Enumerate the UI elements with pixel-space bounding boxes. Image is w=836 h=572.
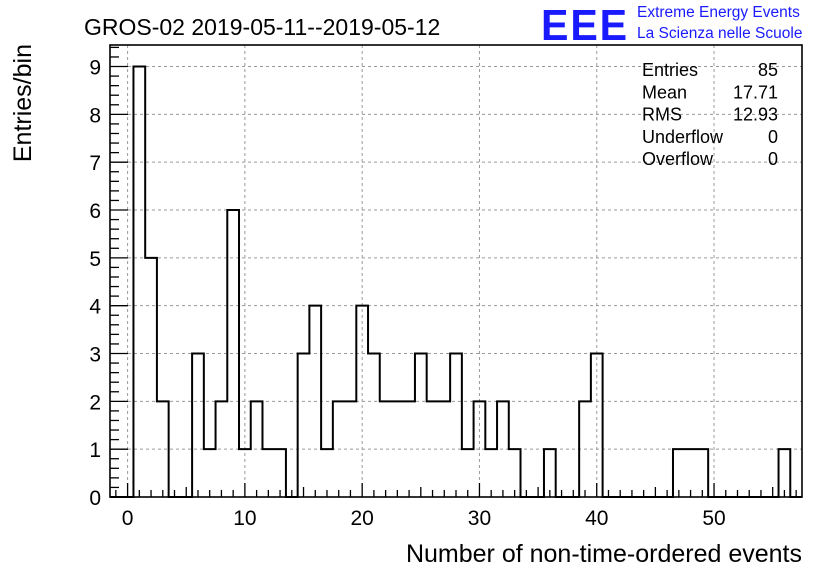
- x-tick-label: 30: [468, 507, 491, 530]
- histogram-bin: [321, 449, 333, 497]
- histogram-bin: [696, 449, 708, 497]
- y-tick-label: 0: [89, 487, 101, 510]
- stats-label: Entries: [642, 60, 698, 80]
- logo-mark: EEE: [541, 1, 629, 50]
- histogram-bin: [368, 354, 380, 497]
- stats-box: Entries 85 Mean 17.71 RMS 12.93 Underflow 0 Over…: [642, 60, 778, 169]
- plot-frame: [109, 44, 803, 498]
- histogram-bin: [685, 449, 697, 497]
- x-tick-label: 50: [702, 507, 725, 530]
- y-tick-label: 9: [89, 57, 101, 80]
- stats-label: Overflow: [642, 149, 714, 169]
- histogram-bin: [485, 449, 497, 497]
- stats-label: Underflow: [642, 127, 724, 147]
- histogram-bin: [673, 449, 685, 497]
- stats-value: 85: [758, 60, 778, 80]
- histogram-bin: [262, 449, 274, 497]
- stats-label: Mean: [642, 82, 687, 102]
- y-tick-label: 4: [89, 296, 101, 319]
- histogram-bin: [204, 449, 216, 497]
- y-tick-label: 3: [89, 344, 101, 367]
- histogram-bin: [509, 449, 521, 497]
- y-tick-label: 6: [89, 200, 101, 223]
- chart-title: GROS-02 2019-05-11--2019-05-12: [84, 14, 440, 40]
- histogram-bin: [415, 354, 427, 497]
- y-axis-label: Entries/bin: [9, 44, 37, 162]
- x-axis-label: Number of non-time-ordered events: [406, 540, 802, 568]
- histogram-bin: [274, 449, 286, 497]
- eee-logo: EEE Extreme Energy Events La Scienza nel…: [541, 1, 802, 50]
- histogram-bin: [544, 449, 556, 497]
- y-tick-label: 2: [89, 391, 101, 414]
- stats-value: 0: [768, 127, 778, 147]
- x-tick-label: 40: [585, 507, 608, 530]
- stats-label: RMS: [642, 105, 682, 125]
- stats-value: 0: [768, 149, 778, 169]
- x-tick-label: 10: [233, 507, 256, 530]
- axes: 0 10 20 30 40 50 0 1 2 3 4 5 6 7 8 9: [89, 46, 797, 530]
- histogram-bin: [192, 354, 204, 497]
- histogram-bin: [779, 449, 791, 497]
- stats-value: 17.71: [733, 82, 778, 102]
- stats-value: 12.93: [733, 105, 778, 125]
- histogram-bin: [145, 258, 157, 497]
- y-tick-label: 7: [89, 152, 101, 175]
- histogram-bin: [450, 354, 462, 497]
- y-tick-label: 5: [89, 248, 101, 271]
- histogram-bin: [462, 449, 474, 497]
- logo-line-1: Extreme Energy Events: [637, 4, 800, 21]
- x-tick-label: 20: [350, 507, 373, 530]
- histogram-bin: [133, 67, 145, 497]
- logo-line-2: La Scienza nelle Scuole: [637, 25, 802, 42]
- histogram-bin: [298, 354, 310, 497]
- x-tick-label: 0: [122, 507, 134, 530]
- y-tick-label: 1: [89, 439, 101, 462]
- y-tick-label: 8: [89, 104, 101, 127]
- grid-lines: [110, 45, 802, 498]
